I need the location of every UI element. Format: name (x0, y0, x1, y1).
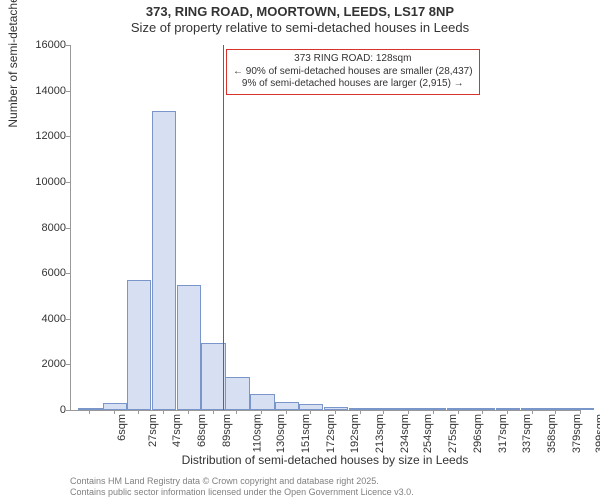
histogram-bar (127, 280, 151, 410)
annotation-line2: ← 90% of semi-detached houses are smalle… (233, 66, 473, 79)
y-tick-label: 0 (16, 404, 66, 416)
y-tick-label: 14000 (16, 85, 66, 97)
y-axis-label: Number of semi-detached properties (6, 0, 20, 128)
x-tick-label: 151sqm (300, 414, 312, 453)
x-tick-label: 68sqm (196, 414, 208, 447)
x-tick-label: 234sqm (399, 414, 411, 453)
histogram-bar (496, 408, 520, 410)
footer-line2: Contains public sector information licen… (70, 487, 414, 498)
x-tick-label: 317sqm (497, 414, 509, 453)
x-tick-label: 275sqm (448, 414, 460, 453)
x-tick-label: 110sqm (251, 414, 263, 452)
annotation-box: 373 RING ROAD: 128sqm ← 90% of semi-deta… (226, 49, 480, 95)
marker-line (223, 45, 224, 410)
x-tick-label: 379sqm (571, 414, 583, 453)
chart-container: 373, RING ROAD, MOORTOWN, LEEDS, LS17 8N… (0, 0, 600, 500)
x-tick-label: 47sqm (171, 414, 183, 447)
x-tick-label: 358sqm (546, 414, 558, 453)
x-tick-label: 296sqm (472, 414, 484, 453)
title-main: 373, RING ROAD, MOORTOWN, LEEDS, LS17 8N… (0, 4, 600, 20)
histogram-bar (299, 404, 323, 410)
footer: Contains HM Land Registry data © Crown c… (70, 476, 414, 498)
x-tick-label: 254sqm (423, 414, 435, 453)
annotation-line1: 373 RING ROAD: 128sqm (233, 53, 473, 66)
x-tick-label: 337sqm (521, 414, 533, 453)
histogram-bar (225, 377, 249, 410)
x-tick-label: 172sqm (325, 414, 337, 453)
x-tick-label: 27sqm (147, 414, 159, 447)
plot-area: 373 RING ROAD: 128sqm ← 90% of semi-deta… (70, 45, 581, 411)
histogram-bar (397, 408, 421, 410)
y-tick-label: 2000 (16, 358, 66, 370)
histogram-bar (544, 408, 568, 410)
y-tick-label: 8000 (16, 222, 66, 234)
histogram-bar (103, 403, 127, 410)
y-tick-label: 10000 (16, 176, 66, 188)
x-tick-label: 192sqm (349, 414, 361, 453)
histogram-bar (372, 408, 396, 410)
histogram-bar (177, 285, 201, 410)
y-tick-label: 4000 (16, 313, 66, 325)
y-tick-label: 6000 (16, 267, 66, 279)
title-sub: Size of property relative to semi-detach… (0, 20, 600, 36)
histogram-bar (447, 408, 471, 410)
x-tick-label: 89sqm (221, 414, 233, 447)
histogram-bar (152, 111, 176, 410)
x-axis-label: Distribution of semi-detached houses by … (70, 453, 580, 467)
histogram-bar (324, 407, 348, 410)
title-block: 373, RING ROAD, MOORTOWN, LEEDS, LS17 8N… (0, 0, 600, 37)
histogram-bar (521, 408, 545, 410)
annotation-line3: 9% of semi-detached houses are larger (2… (233, 78, 473, 91)
y-tick-label: 16000 (16, 39, 66, 51)
histogram-bar (78, 408, 102, 410)
histogram-bar (349, 408, 373, 410)
y-tick-label: 12000 (16, 130, 66, 142)
x-tick-label: 6sqm (116, 414, 128, 441)
footer-line1: Contains HM Land Registry data © Crown c… (70, 476, 414, 487)
x-tick-label: 130sqm (276, 414, 288, 453)
x-tick-label: 399sqm (595, 414, 600, 453)
histogram-bar (275, 402, 299, 410)
histogram-bar (471, 408, 495, 410)
x-tick-label: 213sqm (374, 414, 386, 453)
histogram-bar (569, 408, 593, 410)
histogram-bar (250, 394, 274, 410)
histogram-bar (422, 408, 446, 410)
